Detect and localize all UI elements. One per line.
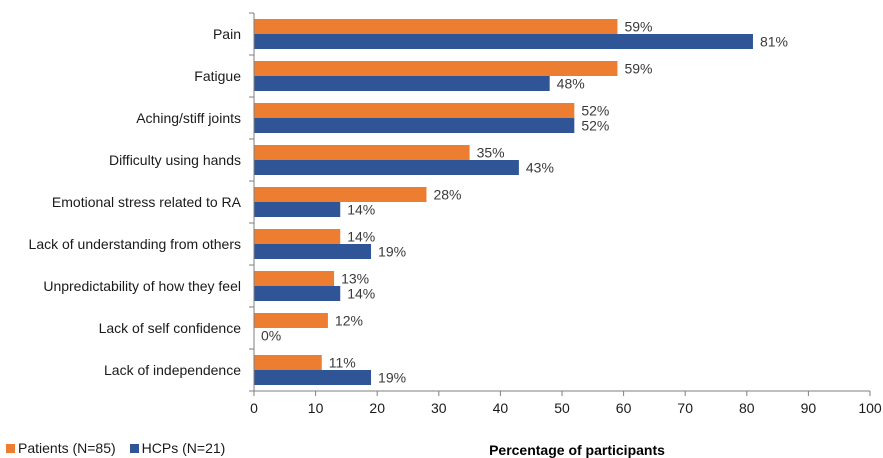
data-label: 43% [526,160,554,176]
legend-item-patients: Patients (N=85) [6,440,116,456]
data-label: 12% [335,313,363,329]
legend: Patients (N=85) HCPs (N=21) [6,440,225,456]
bars-group [254,19,753,385]
bar-patients [254,229,341,244]
x-tick-label: 90 [801,400,817,416]
x-tick-label: 20 [369,400,385,416]
x-tick-label: 100 [858,400,882,416]
bar-patients [254,271,335,286]
bar-hcps [254,34,753,49]
x-tick-label: 50 [554,400,570,416]
legend-label-hcps: HCPs (N=21) [141,440,226,456]
category-label: Lack of independence [104,362,241,378]
bar-hcps [254,202,341,217]
data-label: 14% [347,229,375,245]
x-ticks: 0 10 20 30 40 50 60 70 80 90 100 [250,391,882,416]
category-label: Fatigue [194,68,241,84]
bar-hcps [254,286,341,301]
legend-swatch-patients [6,443,15,453]
value-labels: 59%81%59%48%52%52%35%43%28%14%14%19%13%1… [261,19,788,386]
x-tick-label: 0 [250,400,258,416]
category-label: Emotional stress related to RA [52,194,242,210]
legend-swatch-hcps [129,443,139,453]
data-label: 14% [347,202,375,218]
category-labels: Pain Fatigue Aching/stiff joints Difficulty… [29,26,242,378]
bar-hcps [254,244,372,259]
bar-patients [254,61,618,76]
data-label: 52% [581,118,609,134]
x-tick-label: 10 [308,400,324,416]
category-label: Lack of self confidence [99,320,242,336]
data-label: 81% [760,34,788,50]
bar-hcps [254,370,372,385]
data-label: 35% [477,145,505,161]
bar-patients [254,313,328,328]
legend-label-patients: Patients (N=85) [18,440,116,456]
data-label: 13% [341,271,369,287]
category-label: Pain [213,26,241,42]
category-label: Unpredictability of how they feel [43,278,241,294]
category-label: Difficulty using hands [109,152,241,168]
bar-hcps [254,76,550,91]
x-axis-label: Percentage of participants [489,442,665,458]
data-label: 48% [557,76,585,92]
data-label: 19% [378,370,406,386]
data-label: 28% [433,187,461,203]
legend-item-hcps: HCPs (N=21) [129,440,226,456]
category-label: Lack of understanding from others [29,236,241,252]
bar-hcps [254,118,575,133]
data-label: 11% [329,355,356,371]
data-label: 19% [378,244,406,260]
x-tick-label: 30 [431,400,447,416]
data-label: 0% [261,328,281,344]
category-label: Aching/stiff joints [136,110,241,126]
bar-patients [254,355,322,370]
x-tick-label: 70 [677,400,693,416]
bar-patients [254,145,470,160]
x-tick-label: 60 [616,400,632,416]
x-tick-label: 40 [493,400,509,416]
data-label: 59% [624,61,652,77]
bar-patients [254,103,575,118]
bar-hcps [254,160,519,175]
data-label: 14% [347,286,375,302]
data-label: 59% [624,19,652,35]
data-label: 52% [581,103,609,119]
x-tick-label: 80 [739,400,755,416]
bar-patients [254,187,427,202]
bar-patients [254,19,618,34]
